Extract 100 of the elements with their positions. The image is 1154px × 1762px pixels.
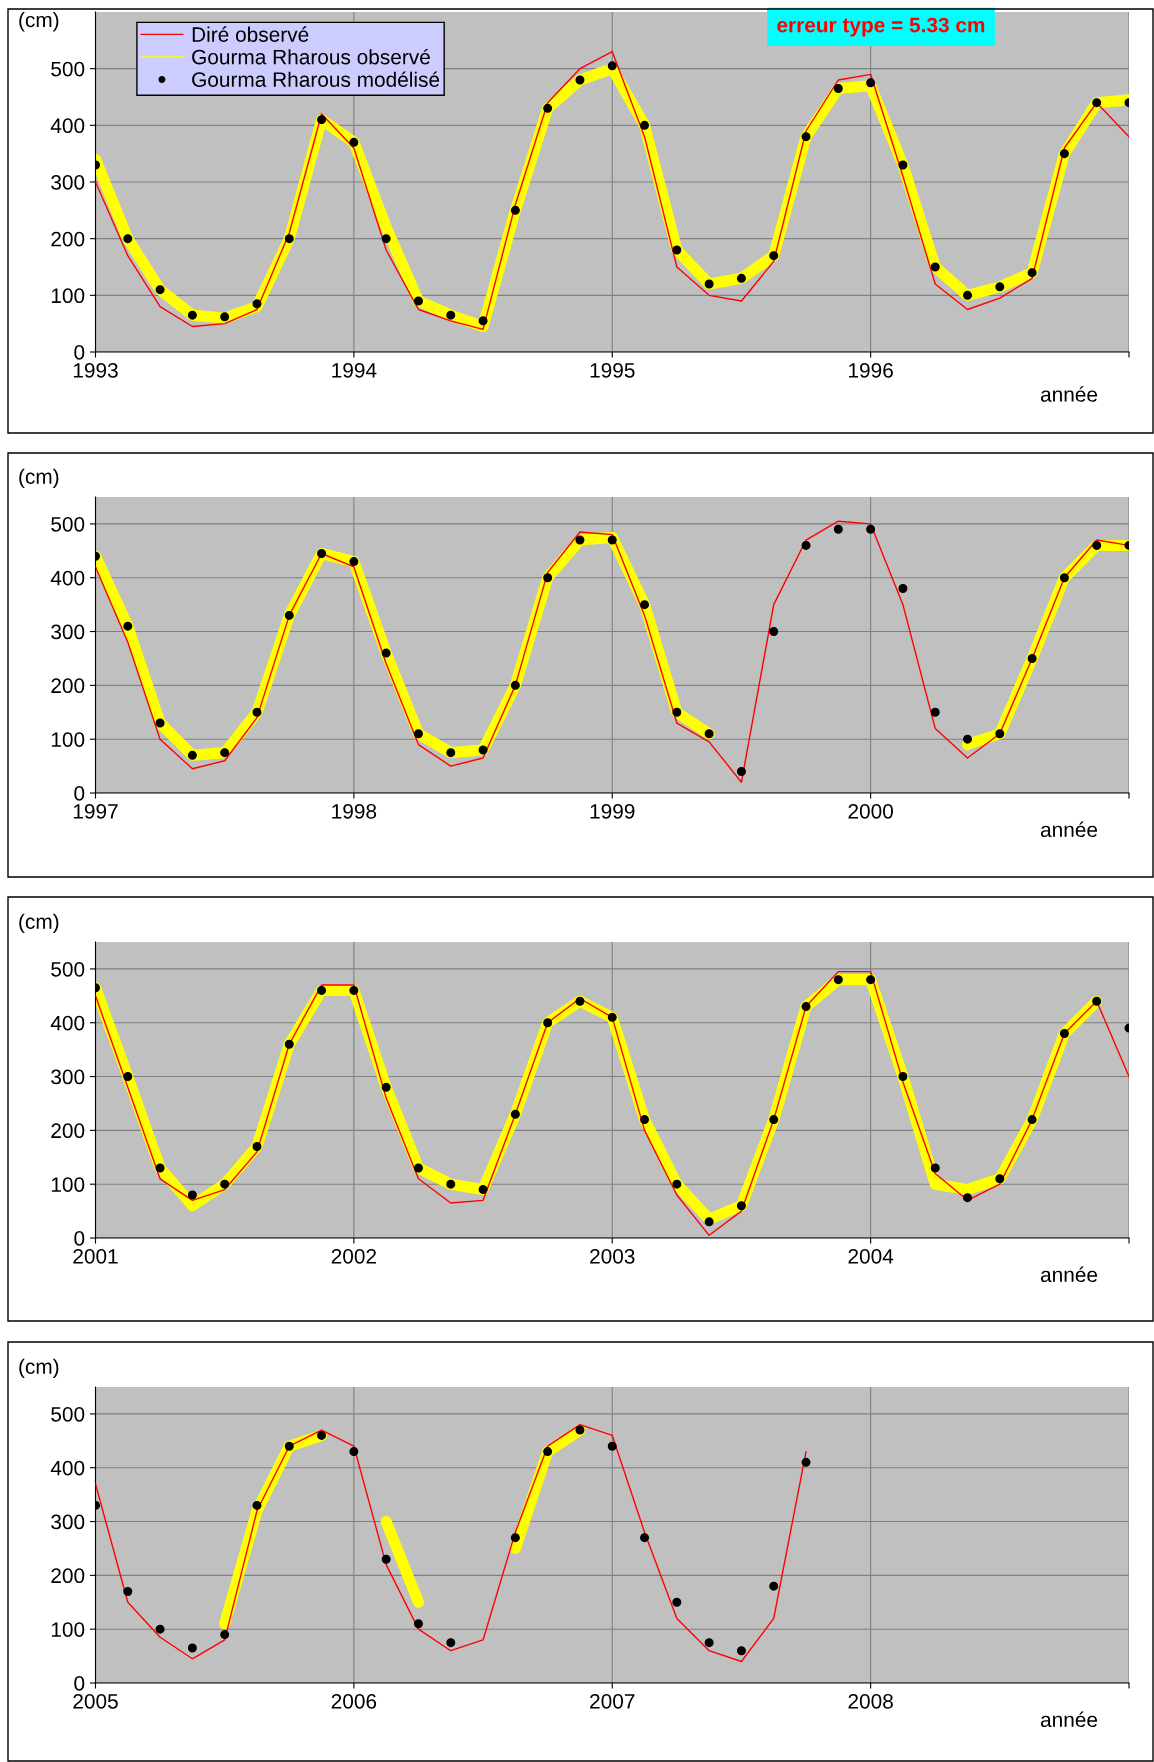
point — [187, 310, 197, 320]
x-tick-label: 1998 — [332, 803, 377, 819]
line-series — [95, 1423, 807, 1663]
point — [640, 120, 650, 130]
point — [575, 75, 585, 85]
point — [413, 1619, 423, 1629]
x-tick-label: 2005 — [73, 1693, 118, 1709]
point — [123, 621, 133, 631]
y-tick-label: 500 — [51, 1406, 85, 1422]
point — [543, 1018, 553, 1028]
point — [155, 1163, 165, 1173]
point — [575, 996, 585, 1006]
point — [317, 115, 327, 125]
point — [866, 524, 876, 534]
y-tick-label: 300 — [51, 175, 85, 190]
y-tick-label: 0 — [74, 1676, 85, 1691]
point — [446, 748, 456, 758]
x-axis-title: année — [1040, 1266, 1098, 1283]
y-tick-label: 400 — [50, 1460, 85, 1476]
x-tick-label: 1994 — [332, 362, 377, 378]
point — [801, 1457, 811, 1467]
point — [1092, 540, 1102, 550]
point — [349, 137, 359, 147]
y-tick-label: 0 — [74, 345, 85, 360]
point — [187, 1643, 197, 1653]
point — [381, 648, 391, 658]
legend-label: Gourma Rharous modélisé — [192, 71, 440, 87]
x-tick-label: 1995 — [590, 362, 635, 378]
point — [736, 273, 746, 283]
point — [963, 734, 973, 744]
point — [801, 132, 811, 142]
y-tick-label: 0 — [74, 786, 85, 801]
point — [413, 1163, 423, 1173]
y-tick-label: 300 — [51, 1514, 85, 1530]
point — [833, 975, 843, 985]
point — [704, 729, 714, 739]
annotation: erreur type = 5.33 cm — [777, 17, 985, 37]
x-tick-label: 1996 — [849, 362, 893, 378]
x-axis-title: année — [1040, 1711, 1098, 1728]
point — [252, 1500, 262, 1510]
point — [478, 316, 488, 326]
point — [1059, 1028, 1069, 1038]
point — [252, 299, 262, 309]
point — [349, 985, 359, 995]
point — [123, 1072, 133, 1082]
point — [510, 205, 520, 215]
point — [575, 1425, 585, 1435]
point — [995, 282, 1005, 292]
y-tick-label: 200 — [51, 1568, 85, 1584]
legend-label: Gourma Rharous observé — [192, 48, 430, 65]
y-tick-label: 200 — [51, 678, 85, 694]
point — [898, 1072, 908, 1082]
point — [155, 718, 165, 728]
point — [1092, 98, 1102, 108]
x-tick-label: 1997 — [73, 803, 118, 819]
point — [220, 1630, 230, 1640]
x-tick-label: 2000 — [848, 803, 893, 819]
point — [736, 1201, 746, 1211]
point — [317, 1430, 327, 1440]
x-tick-label: 2008 — [848, 1693, 893, 1709]
point — [672, 245, 682, 255]
point — [640, 1533, 650, 1543]
y-tick-label: 500 — [51, 516, 85, 532]
point — [607, 1012, 617, 1022]
x-tick-label: 2001 — [73, 1248, 118, 1264]
point — [381, 234, 391, 244]
point — [510, 1533, 520, 1543]
y-axis-title: (cm) — [19, 1358, 59, 1379]
point — [769, 1581, 779, 1591]
point — [446, 1179, 456, 1189]
point — [155, 285, 165, 295]
point — [220, 312, 230, 322]
point — [1027, 653, 1037, 663]
x-tick-label: 1993 — [73, 362, 118, 378]
y-tick-label: 100 — [51, 732, 85, 747]
point — [736, 766, 746, 776]
y-tick-label: 200 — [51, 1123, 85, 1139]
x-tick-label: 2004 — [848, 1248, 894, 1264]
y-tick-label: 100 — [51, 1622, 85, 1637]
point — [801, 540, 811, 550]
point — [510, 680, 520, 690]
point — [801, 1002, 811, 1012]
y-axis-title: (cm) — [19, 468, 59, 489]
legend-label: Diré observé — [192, 26, 309, 42]
point — [1092, 996, 1102, 1006]
x-axis-title: année — [1040, 386, 1098, 402]
point — [995, 1174, 1005, 1184]
y-tick-label: 500 — [51, 961, 85, 977]
point — [1027, 268, 1037, 278]
point — [381, 1554, 391, 1564]
x-tick-label: 2006 — [331, 1693, 377, 1709]
x-tick-label: 2003 — [590, 1248, 635, 1264]
point — [543, 573, 553, 583]
point — [446, 1638, 456, 1648]
y-tick-label: 100 — [51, 288, 85, 304]
point — [769, 251, 779, 261]
point — [672, 1179, 682, 1189]
point — [478, 745, 488, 755]
y-tick-label: 400 — [50, 118, 85, 134]
point — [930, 707, 940, 717]
